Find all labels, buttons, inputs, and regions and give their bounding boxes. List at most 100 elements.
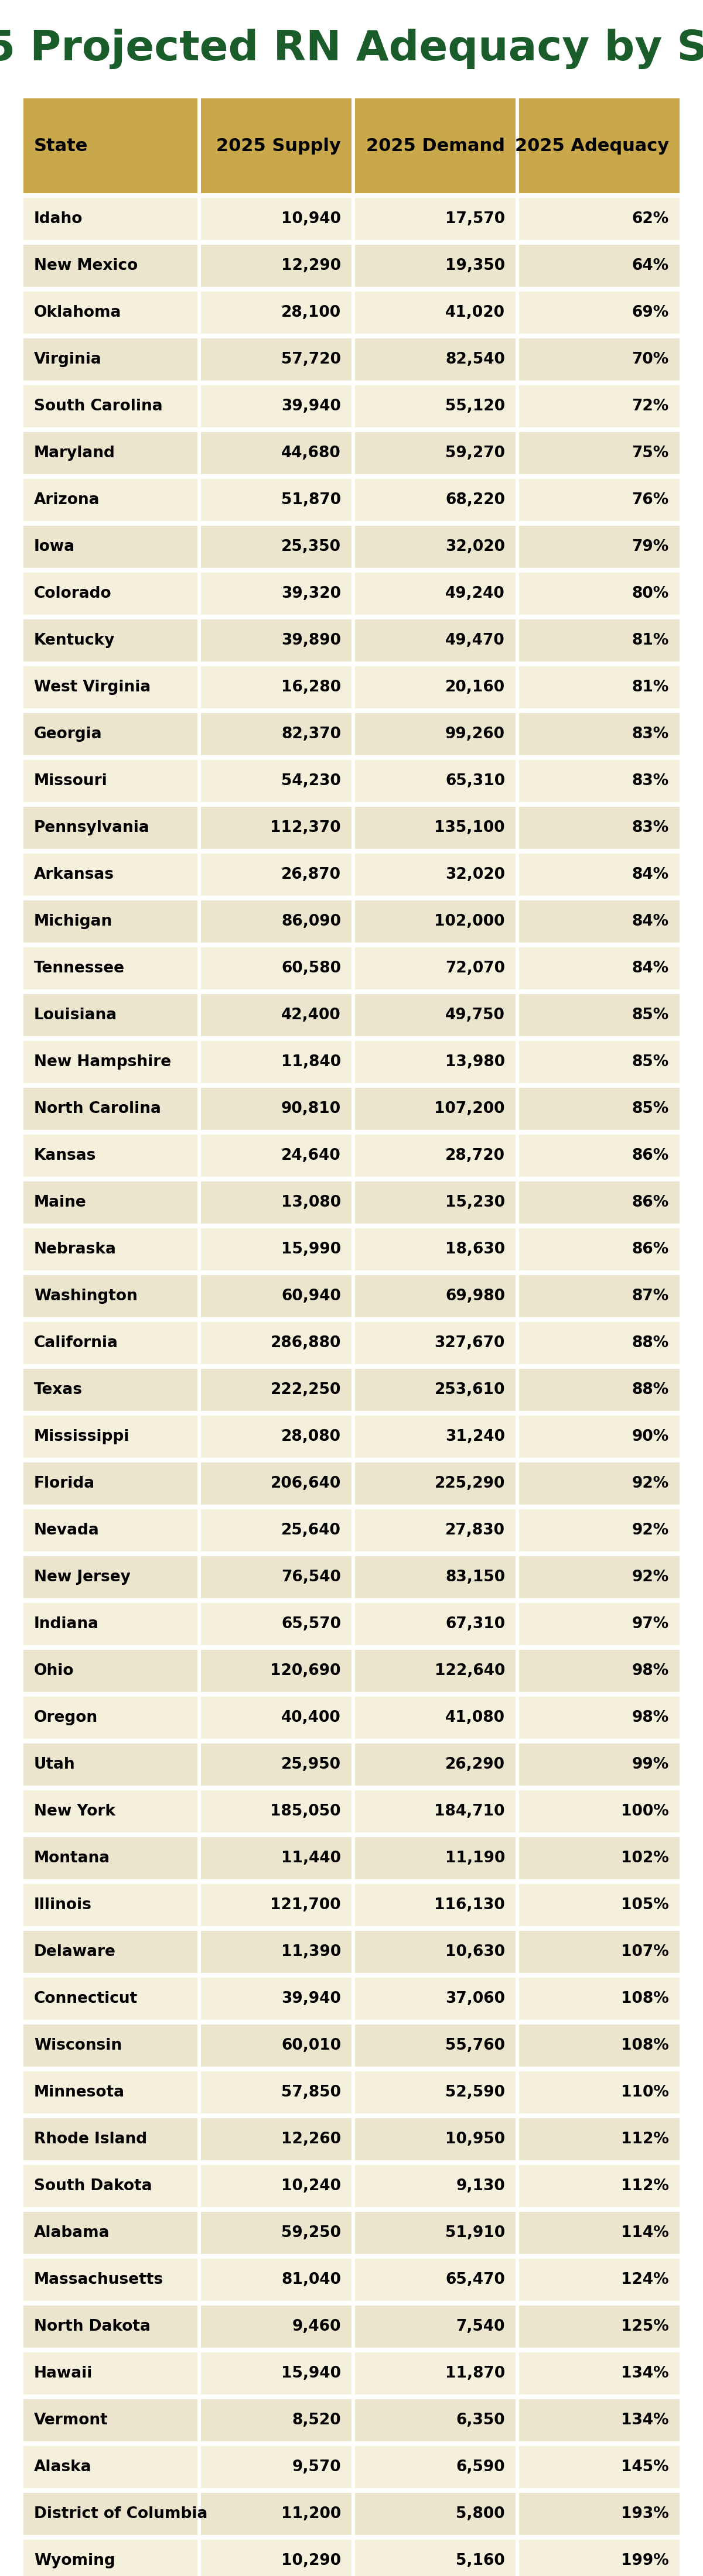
Bar xyxy=(519,2117,680,2161)
Bar xyxy=(23,433,198,474)
Text: West Virginia: West Virginia xyxy=(34,680,150,696)
Text: Mississippi: Mississippi xyxy=(34,1430,129,1445)
Bar xyxy=(355,433,515,474)
Text: 83%: 83% xyxy=(632,726,669,742)
Bar xyxy=(355,1837,515,1880)
Text: Louisiana: Louisiana xyxy=(34,1007,117,1023)
Text: 40,400: 40,400 xyxy=(281,1710,341,1726)
Text: 134%: 134% xyxy=(621,2365,669,2380)
Bar xyxy=(519,1556,680,1597)
Text: 65,470: 65,470 xyxy=(445,2272,505,2287)
Bar xyxy=(519,1087,680,1131)
Bar xyxy=(23,98,198,193)
Bar xyxy=(23,2352,198,2396)
Bar xyxy=(23,2306,198,2347)
Text: Kansas: Kansas xyxy=(34,1149,96,1164)
Bar xyxy=(23,2164,198,2208)
Bar xyxy=(355,2540,515,2576)
Bar xyxy=(201,2447,352,2488)
Bar xyxy=(519,1510,680,1551)
Text: 17,570: 17,570 xyxy=(445,211,505,227)
Text: Utah: Utah xyxy=(34,1757,75,1772)
Bar xyxy=(201,994,352,1036)
Bar xyxy=(23,1602,198,1646)
Bar xyxy=(519,2025,680,2066)
Text: 49,470: 49,470 xyxy=(446,634,505,649)
Bar xyxy=(201,291,352,335)
Text: Wyoming: Wyoming xyxy=(34,2553,115,2568)
Text: 2025 Supply: 2025 Supply xyxy=(217,137,341,155)
Text: New York: New York xyxy=(34,1803,115,1819)
Text: 32,020: 32,020 xyxy=(445,868,505,881)
Text: 19,350: 19,350 xyxy=(445,258,505,273)
Bar xyxy=(519,1182,680,1224)
Text: South Carolina: South Carolina xyxy=(34,399,162,415)
Bar xyxy=(201,1368,352,1412)
Bar xyxy=(201,1649,352,1692)
Text: 81%: 81% xyxy=(632,680,669,696)
Bar xyxy=(519,2352,680,2396)
Text: North Dakota: North Dakota xyxy=(34,2318,150,2334)
Text: 102,000: 102,000 xyxy=(434,914,505,930)
Bar xyxy=(201,760,352,801)
Text: New Jersey: New Jersey xyxy=(34,1569,131,1584)
Text: 83,150: 83,150 xyxy=(445,1569,505,1584)
Bar xyxy=(201,948,352,989)
Bar xyxy=(355,1602,515,1646)
Bar xyxy=(519,198,680,240)
Text: 225,290: 225,290 xyxy=(434,1476,505,1492)
Bar xyxy=(519,1229,680,1270)
Bar xyxy=(355,2494,515,2535)
Text: 25,640: 25,640 xyxy=(281,1522,341,1538)
Bar xyxy=(519,526,680,567)
Bar xyxy=(355,1368,515,1412)
Text: New Mexico: New Mexico xyxy=(34,258,138,273)
Text: 253,610: 253,610 xyxy=(434,1383,505,1396)
Bar xyxy=(201,337,352,381)
Bar xyxy=(201,1182,352,1224)
Text: 102%: 102% xyxy=(621,1850,669,1865)
Text: 85%: 85% xyxy=(632,1054,669,1069)
Bar xyxy=(355,98,515,193)
Text: 193%: 193% xyxy=(621,2506,669,2522)
Text: Alabama: Alabama xyxy=(34,2226,110,2241)
Text: 9,130: 9,130 xyxy=(456,2179,505,2195)
Text: 68,220: 68,220 xyxy=(445,492,505,507)
Text: 44,680: 44,680 xyxy=(281,446,341,461)
Bar xyxy=(355,2259,515,2300)
Bar xyxy=(23,806,198,850)
Text: 112%: 112% xyxy=(621,2133,669,2146)
Text: 26,870: 26,870 xyxy=(281,868,341,881)
Bar xyxy=(23,1790,198,1832)
Text: 54,230: 54,230 xyxy=(281,773,341,788)
Text: 90,810: 90,810 xyxy=(281,1103,341,1115)
Text: 81%: 81% xyxy=(632,634,669,649)
Bar xyxy=(201,902,352,943)
Text: 92%: 92% xyxy=(632,1569,669,1584)
Bar xyxy=(201,1744,352,1785)
Bar xyxy=(23,714,198,755)
Bar xyxy=(355,1321,515,1365)
Text: 59,270: 59,270 xyxy=(445,446,505,461)
Bar xyxy=(355,994,515,1036)
Bar xyxy=(201,2259,352,2300)
Text: 60,940: 60,940 xyxy=(281,1288,341,1303)
Bar xyxy=(519,1790,680,1832)
Text: Kentucky: Kentucky xyxy=(34,634,115,649)
Bar xyxy=(519,386,680,428)
Text: 97%: 97% xyxy=(632,1618,669,1631)
Text: 107,200: 107,200 xyxy=(434,1103,505,1115)
Bar xyxy=(355,198,515,240)
Bar xyxy=(355,1790,515,1832)
Text: 86%: 86% xyxy=(632,1149,669,1164)
Text: 116,130: 116,130 xyxy=(434,1899,505,1911)
Bar xyxy=(201,1602,352,1646)
Text: 7,540: 7,540 xyxy=(456,2318,505,2334)
Text: 84%: 84% xyxy=(632,914,669,930)
Bar xyxy=(201,2352,352,2396)
Text: 5,800: 5,800 xyxy=(456,2506,505,2522)
Text: 121,700: 121,700 xyxy=(270,1899,341,1911)
Text: Vermont: Vermont xyxy=(34,2414,108,2427)
Text: Maryland: Maryland xyxy=(34,446,115,461)
Bar xyxy=(201,1463,352,1504)
